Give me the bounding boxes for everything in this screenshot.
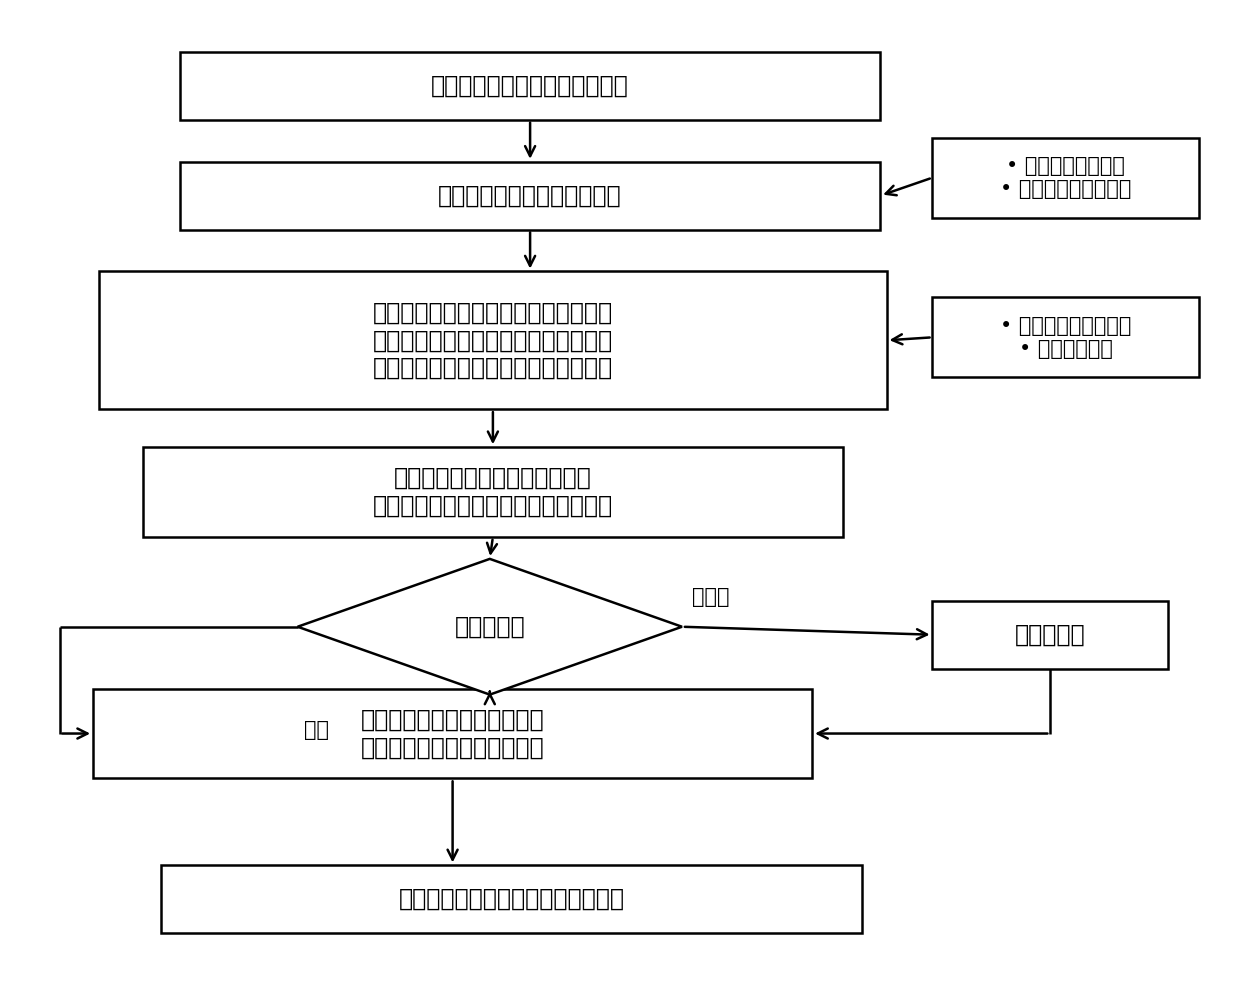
Text: 确定各交叉口协调相位的绻时: 确定各交叉口协调相位的绻时 — [438, 184, 622, 208]
Text: 以关键交叉口相邻交叉口为基准
确定其与相邻交叉口之间的相对相位差: 以关键交叉口相邻交叉口为基准 确定其与相邻交叉口之间的相对相位差 — [373, 466, 613, 518]
Bar — [99, 271, 887, 409]
Polygon shape — [298, 559, 682, 695]
Text: 以当前交叉口为基准确定其与
相邻交叉口之间的相对相位差: 以当前交叉口为基准确定其与 相邻交叉口之间的相对相位差 — [361, 708, 544, 759]
Bar — [180, 52, 880, 120]
Text: 以关键交叉口为基准建立干线协调控制
相邻交叉口之间带宽最大化优化模型以
确定其与相邻交叉口之间的相对相位差: 以关键交叉口为基准建立干线协调控制 相邻交叉口之间带宽最大化优化模型以 确定其与… — [373, 300, 613, 380]
Bar — [161, 865, 862, 933]
Bar — [932, 297, 1199, 377]
Bar — [93, 689, 812, 778]
Text: 调整相位差: 调整相位差 — [1016, 623, 1085, 647]
Bar — [932, 138, 1199, 218]
Text: 重叠度检验: 重叠度检验 — [455, 615, 525, 639]
Text: 确定干线双向协调控制公共周期: 确定干线双向协调控制公共周期 — [432, 74, 629, 98]
Text: • 协调相位通行需求
• 非协调相位通行需求: • 协调相位通行需求 • 非协调相位通行需求 — [1001, 156, 1131, 200]
Bar — [932, 601, 1168, 669]
Text: 干线双向绻波控制信号优化配时方案: 干线双向绻波控制信号优化配时方案 — [398, 887, 625, 911]
Text: • 双向协调相位流率比
• 路段速度区间: • 双向协调相位流率比 • 路段速度区间 — [1001, 315, 1131, 359]
Bar — [180, 162, 880, 230]
Text: 不满足: 不满足 — [692, 587, 729, 607]
Text: 满足: 满足 — [304, 720, 329, 740]
Bar — [143, 447, 843, 537]
